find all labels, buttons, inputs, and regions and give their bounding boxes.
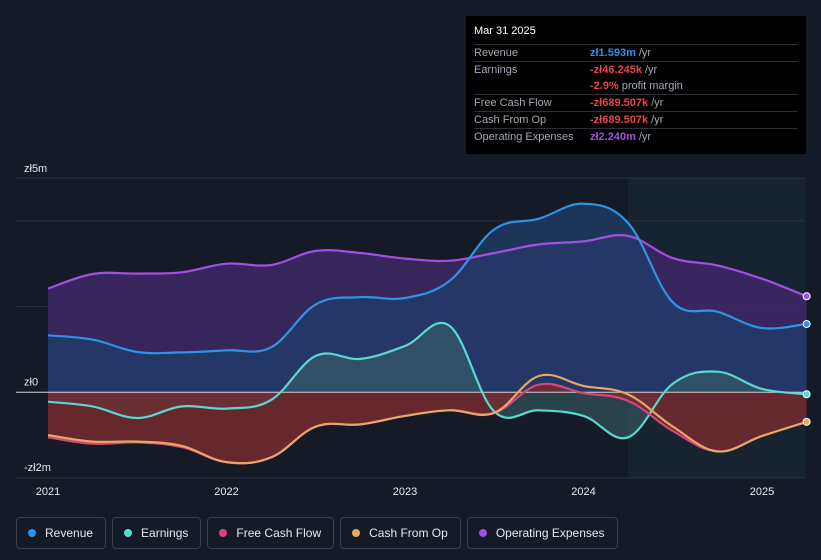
revenue-line [47,202,807,355]
legend-dot-icon [352,529,361,537]
tooltip-row-unit: /yr [638,131,652,143]
tooltip-row-unit: profit margin [621,80,683,92]
legend-dot-icon [124,529,133,537]
legend-label: Revenue [45,526,94,540]
tooltip-row-value: zł2.240m [590,131,636,143]
earnings-end-marker [802,390,811,399]
tooltip-row-unit: /yr [644,64,658,76]
cfo-line [47,373,807,465]
tooltip-row: Operating Expenses zł2.240m/yr [474,128,798,145]
tooltip-row: Earnings -zł46.245k/yr [474,61,798,78]
x-tick-label: 2025 [750,486,774,498]
tooltip-row-value: -zł46.245k [590,64,642,76]
tooltip-row-label: Revenue [474,47,519,59]
legend-dot-icon [478,529,487,537]
legend-item-cash-from-op[interactable]: Cash From Op [340,517,461,549]
tooltip-row: Revenue zł1.593m/yr [474,44,798,61]
x-tick-label: 2023 [393,486,417,498]
tooltip-row-value: -2.9% [590,80,619,92]
tooltip-row-unit: /yr [638,47,652,59]
tooltip-row-value: zł1.593m [590,47,636,59]
legend-item-revenue[interactable]: Revenue [16,517,107,549]
legend-item-operating-expenses[interactable]: Operating Expenses [466,517,618,549]
fcf-area [48,383,807,464]
tooltip-row-label: Free Cash Flow [474,97,552,109]
tooltip-row: Cash From Op -zł689.507k/yr [474,111,798,128]
tooltip-date: Mar 31 2025 [474,25,536,37]
legend-item-free-cash-flow[interactable]: Free Cash Flow [207,517,335,549]
opex-line [47,234,808,298]
tooltip-row-value: -zł689.507k [590,97,649,109]
legend-label: Free Cash Flow [236,526,322,540]
cfo-end-marker [802,417,811,426]
x-tick-label: 2022 [214,486,238,498]
legend-dot-icon [28,529,36,537]
tooltip-row-label: Earnings [474,64,518,76]
y-tick-label: zł0 [24,376,38,388]
tooltip-row-value: -zł689.507k [590,114,649,126]
legend-item-earnings[interactable]: Earnings [112,517,202,549]
tooltip-row: Free Cash Flow -zł689.507k/yr [474,94,798,111]
revenue-area [48,203,807,393]
earnings-area [48,322,807,439]
tooltip-row-label: Cash From Op [474,114,547,126]
tooltip-row-unit: /yr [651,97,664,109]
y-tick-label: zł5m [24,163,47,175]
tooltip-row-label: Operating Expenses [474,131,574,143]
tooltip-row-unit: /yr [651,114,664,126]
tooltip-row: -2.9% profit margin [474,78,798,94]
legend-label: Earnings [141,526,189,540]
legend: Revenue Earnings Free Cash Flow Cash From O… [16,517,618,549]
legend-label: Operating Expenses [495,526,605,540]
y-tick-label: -zł2m [24,462,51,474]
legend-label: Cash From Op [369,526,448,540]
revenue-end-marker [802,320,811,329]
tooltip-panel: Mar 31 2025 Revenue zł1.593m/yr Earnings -z… [466,16,806,154]
earnings-line [47,321,807,440]
x-tick-label: 2024 [571,486,595,498]
legend-dot-icon [219,529,228,537]
x-tick-label: 2021 [36,486,60,498]
opex-end-marker [802,292,811,301]
